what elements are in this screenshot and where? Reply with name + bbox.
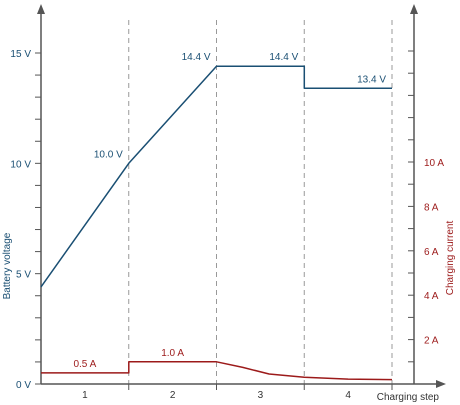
x-tick-label: 3 (258, 390, 264, 401)
right-tick-label: 2 A (424, 336, 439, 347)
right-axis-arrow (410, 4, 418, 14)
left-tick-label: 10 V (10, 159, 31, 170)
x-axis-title: Charging step (377, 392, 440, 403)
phase-separators (128, 20, 393, 384)
voltage-line (40, 65, 392, 288)
x-tick-label: 4 (345, 390, 351, 401)
left-tick-label: 0 V (16, 380, 31, 391)
x-tick-label: 1 (82, 390, 88, 401)
voltage-label: 10.0 V (94, 149, 123, 160)
current-label: 1.0 A (161, 348, 184, 359)
series (40, 65, 393, 381)
current-label: 0.5 A (73, 359, 96, 370)
right-tick-label: 6 A (424, 247, 439, 258)
x-axis-arrow (436, 380, 446, 388)
x-tick-label: 2 (170, 390, 176, 401)
right-axis-title: Charging current (445, 221, 456, 296)
right-tick-label: 10 A (424, 158, 444, 169)
current-line (41, 361, 393, 381)
left-tick-label: 15 V (10, 49, 31, 60)
left-axis-arrow (37, 4, 45, 14)
voltage-label: 14.4 V (182, 52, 211, 63)
data-labels: 10.0 V 14.4 V 14.4 V 13.4 V 0.5 A 1.0 A (73, 52, 386, 370)
left-tick-label: 5 V (16, 270, 31, 281)
axes (37, 4, 446, 388)
ticks: 0 V 5 V 10 V 15 V 2 A 4 A 6 A 8 A 10 A 1 2 3 4 (10, 49, 444, 401)
right-tick-label: 4 A (424, 291, 439, 302)
left-axis-title: Battery voltage (2, 232, 13, 299)
voltage-label: 13.4 V (357, 74, 386, 85)
right-tick-label: 8 A (424, 202, 439, 213)
voltage-label: 14.4 V (269, 52, 298, 63)
